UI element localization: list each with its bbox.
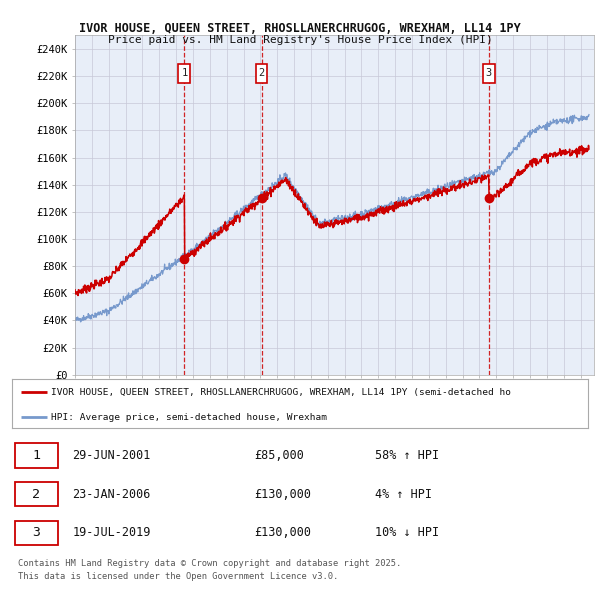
Text: IVOR HOUSE, QUEEN STREET, RHOSLLANERCHRUGOG, WREXHAM, LL14 1PY (semi-detached ho: IVOR HOUSE, QUEEN STREET, RHOSLLANERCHRU… xyxy=(51,388,511,397)
Text: 1: 1 xyxy=(181,68,187,78)
Text: £85,000: £85,000 xyxy=(254,449,304,462)
Text: 3: 3 xyxy=(485,68,492,78)
Text: 19-JUL-2019: 19-JUL-2019 xyxy=(73,526,151,539)
Text: 58% ↑ HPI: 58% ↑ HPI xyxy=(375,449,439,462)
FancyBboxPatch shape xyxy=(15,521,58,545)
Text: 23-JAN-2006: 23-JAN-2006 xyxy=(73,487,151,501)
Text: HPI: Average price, semi-detached house, Wrexham: HPI: Average price, semi-detached house,… xyxy=(51,412,327,422)
Text: This data is licensed under the Open Government Licence v3.0.: This data is licensed under the Open Gov… xyxy=(18,572,338,581)
Text: 10% ↓ HPI: 10% ↓ HPI xyxy=(375,526,439,539)
Text: £130,000: £130,000 xyxy=(254,487,311,501)
Text: 4% ↑ HPI: 4% ↑ HPI xyxy=(375,487,432,501)
FancyBboxPatch shape xyxy=(483,64,494,83)
Text: 2: 2 xyxy=(32,487,40,501)
Text: Contains HM Land Registry data © Crown copyright and database right 2025.: Contains HM Land Registry data © Crown c… xyxy=(18,559,401,568)
Text: £130,000: £130,000 xyxy=(254,526,311,539)
Text: IVOR HOUSE, QUEEN STREET, RHOSLLANERCHRUGOG, WREXHAM, LL14 1PY: IVOR HOUSE, QUEEN STREET, RHOSLLANERCHRU… xyxy=(79,22,521,35)
Text: Price paid vs. HM Land Registry's House Price Index (HPI): Price paid vs. HM Land Registry's House … xyxy=(107,34,493,44)
Text: 3: 3 xyxy=(32,526,40,539)
FancyBboxPatch shape xyxy=(15,443,58,467)
Text: 1: 1 xyxy=(32,449,40,462)
FancyBboxPatch shape xyxy=(178,64,190,83)
FancyBboxPatch shape xyxy=(15,482,58,506)
Text: 29-JUN-2001: 29-JUN-2001 xyxy=(73,449,151,462)
FancyBboxPatch shape xyxy=(256,64,268,83)
Text: 2: 2 xyxy=(259,68,265,78)
